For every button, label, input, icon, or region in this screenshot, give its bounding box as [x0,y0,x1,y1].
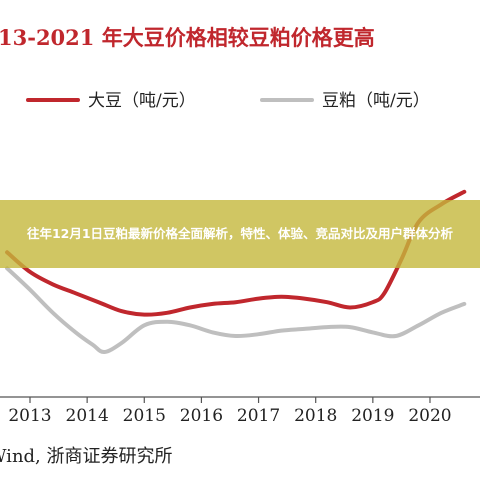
legend: 大豆（吨/元） 豆粕（吨/元） [26,91,430,111]
x-tick-label: 2015 [123,406,166,426]
x-tick-label: 2017 [237,406,280,426]
x-tick-label: 2018 [294,406,337,426]
chart-title: 13-2021 年大豆价格相较豆粕价格更高 [0,25,375,50]
x-tick-label: 2014 [66,406,109,426]
x-tick-label: 2016 [180,406,223,426]
legend-label-soymeal: 豆粕（吨/元） [322,91,430,111]
overlay-headline[interactable]: 往年12月1日豆粕最新价格全面解析，特性、体验、竞品对比及用户群体分析 [26,226,454,241]
series-line-soybean [5,189,467,317]
legend-label-soybean: 大豆（吨/元） [88,91,196,111]
source-note: Wind, 浙商证券研究所 [0,446,173,467]
title-overlay-banner[interactable]: 往年12月1日豆粕最新价格全面解析，特性、体验、竞品对比及用户群体分析 [0,200,480,268]
x-axis-ticks: 2013 2014 2015 2016 2017 2018 2019 2020 [8,397,452,426]
series-layer [5,189,467,354]
series-line-soymeal [5,266,467,354]
x-tick-label: 2020 [408,406,451,426]
x-tick-label: 2013 [8,406,51,426]
x-tick-label: 2019 [351,406,394,426]
